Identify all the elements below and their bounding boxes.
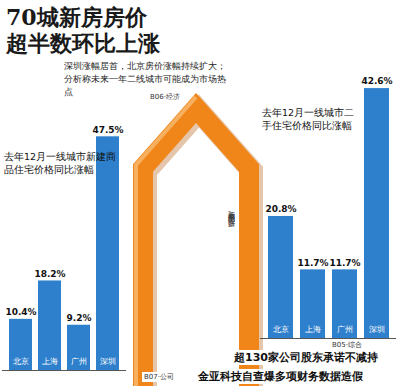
svg-text:上海: 上海: [305, 325, 321, 334]
html-text:B07·公司: B07·公司: [144, 373, 174, 381]
html-text:超130家公司股东承诺不减持: 超130家公司股东承诺不减持: [234, 351, 378, 364]
html-text:去年12月一线城市二手住宅价格同比涨幅: 去年12月一线城市二手住宅价格同比涨幅: [262, 107, 355, 131]
html-text:B05·综合: B05·综合: [332, 341, 362, 349]
svg-text:20.8%: 20.8%: [265, 204, 296, 214]
html-text:超半数环比上涨: 超半数环比上涨: [6, 30, 160, 56]
svg-text:深圳: 深圳: [369, 325, 385, 334]
svg-text:42.6%: 42.6%: [361, 76, 392, 86]
html-text:70城新房房价: 70城新房房价: [6, 4, 147, 30]
svg-text:深圳: 深圳: [100, 357, 116, 366]
html-text:B06·经济: B06·经济: [150, 93, 180, 101]
svg-text:11.7%: 11.7%: [297, 258, 328, 268]
svg-text:上海: 上海: [42, 357, 58, 366]
svg-text:18.2%: 18.2%: [34, 269, 65, 279]
svg-text:47.5%: 47.5%: [92, 125, 123, 135]
svg-text:北京: 北京: [273, 325, 289, 334]
svg-text:广州: 广州: [71, 357, 87, 366]
svg-text:9.2%: 9.2%: [67, 313, 92, 323]
html-text:金亚科技自查爆多项财务数据造假: 金亚科技自查爆多项财务数据造假: [198, 370, 363, 383]
html-text:去年12月一线城市新建商品住宅价格同比涨幅: 去年12月一线城市新建商品住宅价格同比涨幅: [4, 151, 117, 175]
svg-text:广州: 广州: [337, 325, 353, 334]
svg-text:北京: 北京: [13, 357, 29, 366]
svg-text:11.7%: 11.7%: [329, 258, 360, 268]
html-text:深圳涨幅居首，北京房价涨幅持续扩大；分析称未来一年二线城市可: 深圳涨幅居首，北京房价涨幅持续扩大；分析称未来一年二线城市可能成为市场热点: [64, 61, 226, 97]
svg-text:10.4%: 10.4%: [5, 307, 36, 317]
html-text:新京报制图/张妍: 新京报制图/张妍: [227, 206, 235, 217]
